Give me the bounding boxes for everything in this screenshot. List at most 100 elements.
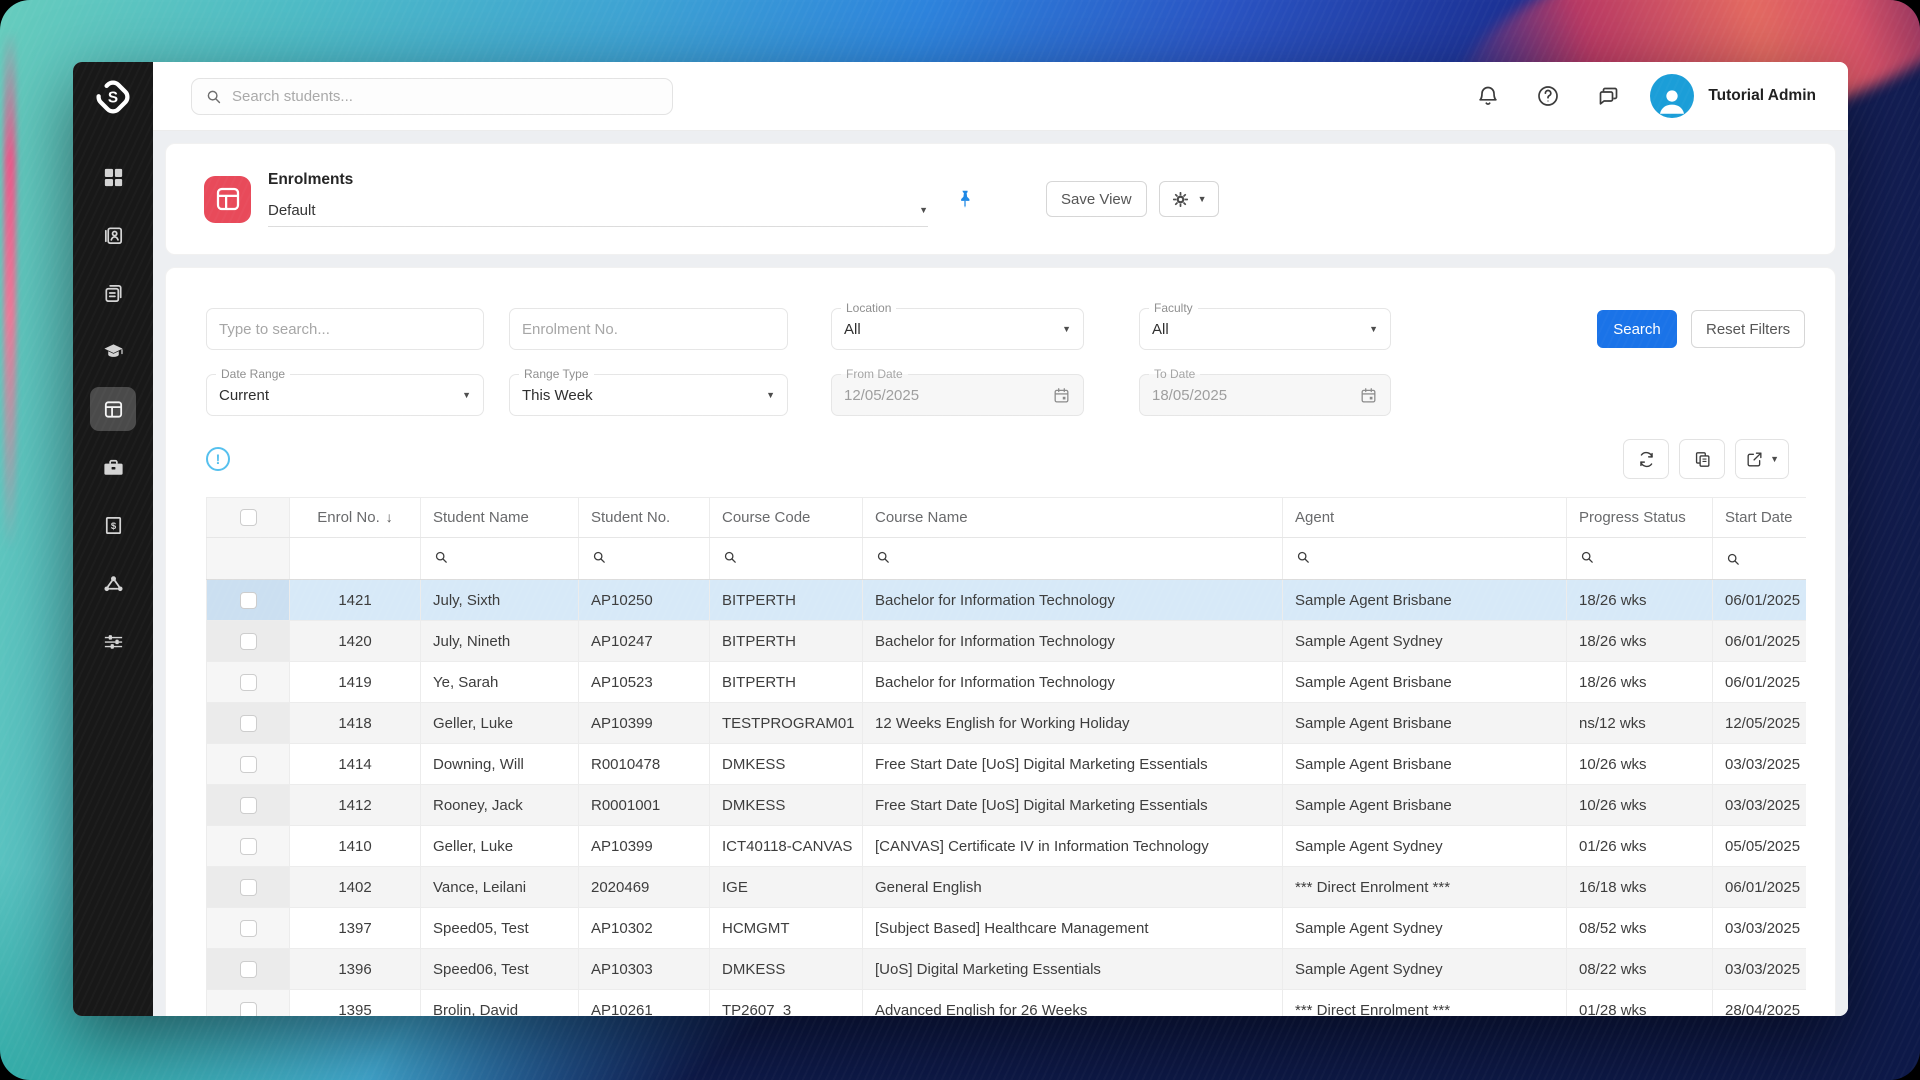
table-row[interactable]: 1395 Brolin, David AP10261 TP2607_3 Adva… <box>206 989 1806 1016</box>
cell-enrol-no[interactable]: 1396 <box>289 948 421 990</box>
cell-agent[interactable]: Sample Agent Sydney <box>1282 825 1567 867</box>
cell-enrol-no[interactable]: 1397 <box>289 907 421 949</box>
copy-button[interactable] <box>1679 439 1726 479</box>
cell-student-no[interactable]: AP10247 <box>578 620 710 662</box>
cell-student-name[interactable]: Ye, Sarah <box>420 661 579 703</box>
search-button[interactable]: Search <box>1597 310 1677 348</box>
cell-student-name[interactable]: Brolin, David <box>420 989 579 1016</box>
cell-student-no[interactable]: 2020469 <box>578 866 710 908</box>
cell-agent[interactable]: Sample Agent Sydney <box>1282 948 1567 990</box>
to-date-field[interactable]: To Date 18/05/2025 <box>1139 367 1391 416</box>
table-row[interactable]: 1421 July, Sixth AP10250 BITPERTH Bachel… <box>206 579 1806 621</box>
cell-enrol-no[interactable]: 1402 <box>289 866 421 908</box>
notifications-button[interactable] <box>1476 84 1500 108</box>
view-selector[interactable]: Default ▼ <box>268 202 928 227</box>
cell-enrol-no[interactable]: 1414 <box>289 743 421 785</box>
row-checkbox[interactable] <box>239 714 257 732</box>
enrolment-no-input[interactable] <box>522 320 775 338</box>
from-date-field[interactable]: From Date 12/05/2025 <box>831 367 1084 416</box>
sidebar-item-agents[interactable] <box>90 561 136 605</box>
global-search[interactable] <box>191 77 673 115</box>
cell-student-name[interactable]: Vance, Leilani <box>420 866 579 908</box>
cell-agent[interactable]: Sample Agent Brisbane <box>1282 743 1567 785</box>
cell-agent[interactable]: Sample Agent Sydney <box>1282 907 1567 949</box>
keyword-search-field[interactable] <box>206 308 484 350</box>
save-view-button[interactable]: Save View <box>1046 181 1147 217</box>
table-row[interactable]: 1396 Speed06, Test AP10303 DMKESS [UoS] … <box>206 948 1806 990</box>
cell-student-no[interactable]: AP10399 <box>578 825 710 867</box>
cell-agent[interactable]: *** Direct Enrolment *** <box>1282 866 1567 908</box>
column-header-agent[interactable]: Agent <box>1282 497 1567 538</box>
table-row[interactable]: 1414 Downing, Will R0010478 DMKESS Free … <box>206 743 1806 785</box>
cell-student-name[interactable]: Rooney, Jack <box>420 784 579 826</box>
cell-student-name[interactable]: Downing, Will <box>420 743 579 785</box>
cell-enrol-no[interactable]: 1418 <box>289 702 421 744</box>
sidebar-item-students[interactable] <box>90 213 136 257</box>
column-header-enrol-no[interactable]: Enrol No. ↓ <box>289 497 421 538</box>
sidebar-item-finance[interactable]: $ <box>90 503 136 547</box>
column-header-course-name[interactable]: Course Name <box>862 497 1283 538</box>
row-checkbox[interactable] <box>239 960 257 978</box>
column-header-student-name[interactable]: Student Name <box>420 497 579 538</box>
table-row[interactable]: 1418 Geller, Luke AP10399 TESTPROGRAM01 … <box>206 702 1806 744</box>
cell-student-no[interactable]: R0001001 <box>578 784 710 826</box>
sidebar-item-settings[interactable] <box>90 619 136 663</box>
sidebar-item-documents[interactable] <box>90 271 136 315</box>
messages-button[interactable] <box>1596 84 1620 108</box>
cell-enrol-no[interactable]: 1421 <box>289 579 421 621</box>
row-checkbox[interactable] <box>239 755 257 773</box>
cell-student-no[interactable]: AP10523 <box>578 661 710 703</box>
refresh-button[interactable] <box>1623 439 1670 479</box>
filter-cell-agent[interactable] <box>1282 537 1567 580</box>
column-header-course-code[interactable]: Course Code <box>709 497 863 538</box>
table-row[interactable]: 1419 Ye, Sarah AP10523 BITPERTH Bachelor… <box>206 661 1806 703</box>
cell-student-no[interactable]: AP10302 <box>578 907 710 949</box>
row-checkbox[interactable] <box>239 796 257 814</box>
filter-cell-student-name[interactable] <box>420 537 579 580</box>
cell-student-name[interactable]: Geller, Luke <box>420 825 579 867</box>
filter-cell-course-code[interactable] <box>709 537 863 580</box>
sidebar-item-enrolments[interactable] <box>90 387 136 431</box>
row-checkbox[interactable] <box>239 632 257 650</box>
row-checkbox[interactable] <box>239 1001 257 1016</box>
cell-enrol-no[interactable]: 1412 <box>289 784 421 826</box>
cell-enrol-no[interactable]: 1419 <box>289 661 421 703</box>
cell-enrol-no[interactable]: 1420 <box>289 620 421 662</box>
cell-agent[interactable]: *** Direct Enrolment *** <box>1282 989 1567 1016</box>
export-button[interactable]: ▼ <box>1735 439 1789 479</box>
filter-cell-student-no[interactable] <box>578 537 710 580</box>
cell-student-name[interactable]: Speed06, Test <box>420 948 579 990</box>
table-row[interactable]: 1412 Rooney, Jack R0001001 DMKESS Free S… <box>206 784 1806 826</box>
cell-student-name[interactable]: July, Nineth <box>420 620 579 662</box>
pin-view-button[interactable] <box>954 188 976 210</box>
reset-filters-button[interactable]: Reset Filters <box>1691 310 1806 348</box>
date-range-select[interactable]: Date Range Current ▼ <box>206 367 484 416</box>
enrolment-no-field[interactable] <box>509 308 788 350</box>
filter-cell-start-date[interactable] <box>1712 537 1806 580</box>
cell-enrol-no[interactable]: 1410 <box>289 825 421 867</box>
sidebar-item-services[interactable] <box>90 445 136 489</box>
filter-cell-enrol-no[interactable] <box>289 537 421 580</box>
faculty-select[interactable]: Faculty All ▼ <box>1139 301 1391 350</box>
help-button[interactable] <box>1536 84 1560 108</box>
cell-agent[interactable]: Sample Agent Brisbane <box>1282 702 1567 744</box>
user-avatar[interactable] <box>1650 74 1695 118</box>
row-checkbox[interactable] <box>239 591 257 609</box>
cell-student-name[interactable]: July, Sixth <box>420 579 579 621</box>
sidebar-item-courses[interactable] <box>90 329 136 373</box>
cell-student-no[interactable]: R0010478 <box>578 743 710 785</box>
cell-student-no[interactable]: AP10261 <box>578 989 710 1016</box>
cell-agent[interactable]: Sample Agent Brisbane <box>1282 661 1567 703</box>
column-header-start-date[interactable]: Start Date <box>1712 497 1806 538</box>
cell-student-no[interactable]: AP10250 <box>578 579 710 621</box>
row-checkbox[interactable] <box>239 919 257 937</box>
column-header-student-no[interactable]: Student No. <box>578 497 710 538</box>
range-type-select[interactable]: Range Type This Week ▼ <box>509 367 788 416</box>
cell-agent[interactable]: Sample Agent Brisbane <box>1282 784 1567 826</box>
cell-agent[interactable]: Sample Agent Brisbane <box>1282 579 1567 621</box>
app-logo[interactable]: S <box>73 62 153 131</box>
cell-student-no[interactable]: AP10303 <box>578 948 710 990</box>
cell-student-name[interactable]: Geller, Luke <box>420 702 579 744</box>
row-checkbox[interactable] <box>239 878 257 896</box>
cell-agent[interactable]: Sample Agent Sydney <box>1282 620 1567 662</box>
